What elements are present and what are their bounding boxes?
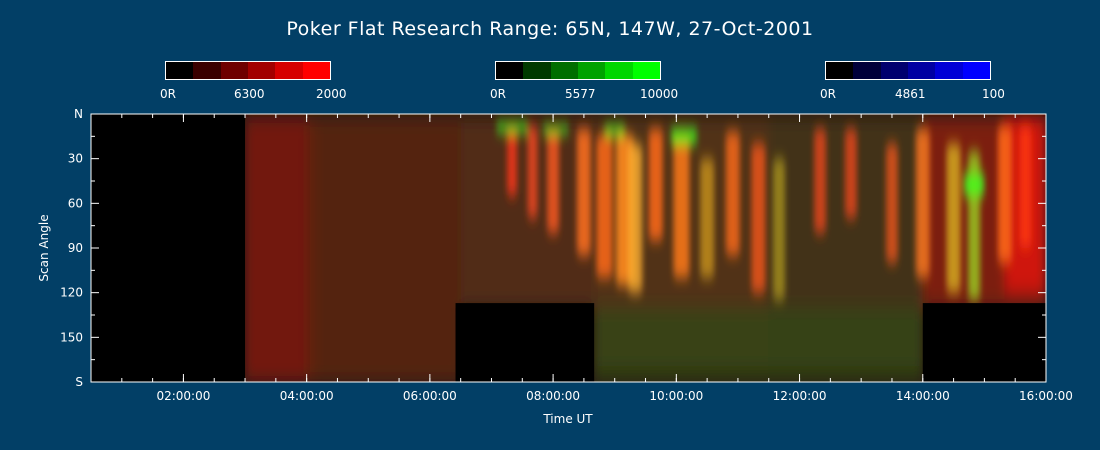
auroral-arc bbox=[673, 128, 690, 278]
green-emission bbox=[963, 173, 985, 196]
colorbar-segment bbox=[193, 62, 221, 79]
x-tick-label: 02:00:00 bbox=[156, 389, 210, 403]
green-emission bbox=[671, 128, 697, 144]
auroral-arc bbox=[507, 125, 518, 196]
colorbar-6300-min-label: 0R bbox=[160, 87, 176, 101]
colorbar-segment bbox=[935, 62, 963, 79]
colorbar-segment bbox=[962, 62, 990, 79]
y-tick-label: 60 bbox=[68, 196, 83, 210]
auroral-arc bbox=[596, 134, 613, 278]
y-axis-label: Scan Angle bbox=[37, 214, 51, 281]
y-tick-label: 150 bbox=[60, 330, 83, 344]
colorbar-6300-max-label: 2000 bbox=[316, 87, 347, 101]
colorbar-segment bbox=[632, 62, 660, 79]
auroral-arc bbox=[725, 131, 740, 256]
x-tick-label: 12:00:00 bbox=[773, 389, 827, 403]
green-emission bbox=[496, 122, 528, 132]
auroral-arc bbox=[700, 158, 715, 278]
colorbar-4861 bbox=[825, 61, 991, 80]
y-tick-label: S bbox=[75, 375, 83, 389]
colorbar-5577 bbox=[495, 61, 661, 80]
auroral-arc bbox=[576, 128, 591, 256]
emission-band bbox=[245, 116, 317, 382]
auroral-arc bbox=[1019, 125, 1032, 248]
colorbar-segment bbox=[220, 62, 248, 79]
auroral-arc bbox=[648, 128, 663, 241]
auroral-arc bbox=[773, 158, 786, 301]
auroral-arc bbox=[946, 143, 961, 293]
colorbar-segment bbox=[302, 62, 330, 79]
x-tick-label: 08:00:00 bbox=[526, 389, 580, 403]
emission-band bbox=[306, 116, 461, 382]
auroral-arc bbox=[547, 128, 560, 234]
auroral-arc bbox=[997, 125, 1012, 263]
y-tick-label: 90 bbox=[68, 241, 83, 255]
data-gap bbox=[455, 303, 595, 382]
y-tick-label: N bbox=[74, 107, 83, 121]
colorbar-5577-mid-label: 5577 bbox=[565, 87, 596, 101]
colorbar-segment bbox=[853, 62, 881, 79]
colorbar-segment bbox=[550, 62, 578, 79]
auroral-arc bbox=[628, 143, 643, 293]
x-tick-label: 10:00:00 bbox=[649, 389, 703, 403]
x-tick-label: 06:00:00 bbox=[403, 389, 457, 403]
colorbar-segment bbox=[523, 62, 551, 79]
colorbar-6300 bbox=[165, 61, 331, 80]
auroral-arc bbox=[915, 128, 930, 278]
auroral-arc bbox=[751, 143, 766, 293]
green-emission bbox=[542, 125, 569, 134]
auroral-arc bbox=[885, 143, 898, 263]
emission-band bbox=[460, 116, 595, 308]
auroral-arc bbox=[814, 128, 827, 234]
x-tick-label: 14:00:00 bbox=[896, 389, 950, 403]
colorbar-segment bbox=[577, 62, 606, 79]
colorbar-4861-mid-label: 4861 bbox=[895, 87, 926, 101]
colorbar-segment bbox=[880, 62, 908, 79]
x-tick-label: 04:00:00 bbox=[280, 389, 334, 403]
green-emission bbox=[604, 125, 625, 135]
x-axis-label: Time UT bbox=[542, 412, 593, 426]
data-gap bbox=[91, 114, 246, 382]
auroral-arc bbox=[527, 125, 538, 219]
axis-ticks: 02:00:00 04:00:00 06:00:00 08:00:00 10:00:00… bbox=[60, 107, 1073, 403]
colorbar-segment bbox=[275, 62, 303, 79]
data-gap bbox=[922, 303, 1046, 382]
emission-band bbox=[594, 307, 923, 382]
colorbar-segment bbox=[496, 62, 524, 79]
x-tick-label: 16:00:00 bbox=[1019, 389, 1073, 403]
colorbar-segment bbox=[826, 62, 854, 79]
colorbar-4861-min-label: 0R bbox=[820, 87, 836, 101]
chart-title: Poker Flat Research Range: 65N, 147W, 27… bbox=[286, 18, 814, 40]
colorbar-4861-max-label: 100 bbox=[982, 87, 1005, 101]
colorbar-5577-min-label: 0R bbox=[490, 87, 506, 101]
colorbar-segment bbox=[247, 62, 276, 79]
keogram-image bbox=[91, 114, 1046, 382]
colorbar-segment bbox=[907, 62, 936, 79]
colorbar-5577-max-label: 10000 bbox=[640, 87, 679, 101]
auroral-arcs bbox=[496, 122, 1032, 301]
colorbar-segment bbox=[166, 62, 194, 79]
auroral-arc bbox=[844, 128, 857, 219]
y-tick-label: 30 bbox=[68, 152, 83, 166]
colorbar-segment bbox=[605, 62, 633, 79]
colorbar-6300-mid-label: 6300 bbox=[234, 87, 265, 101]
y-tick-label: 120 bbox=[60, 286, 83, 300]
